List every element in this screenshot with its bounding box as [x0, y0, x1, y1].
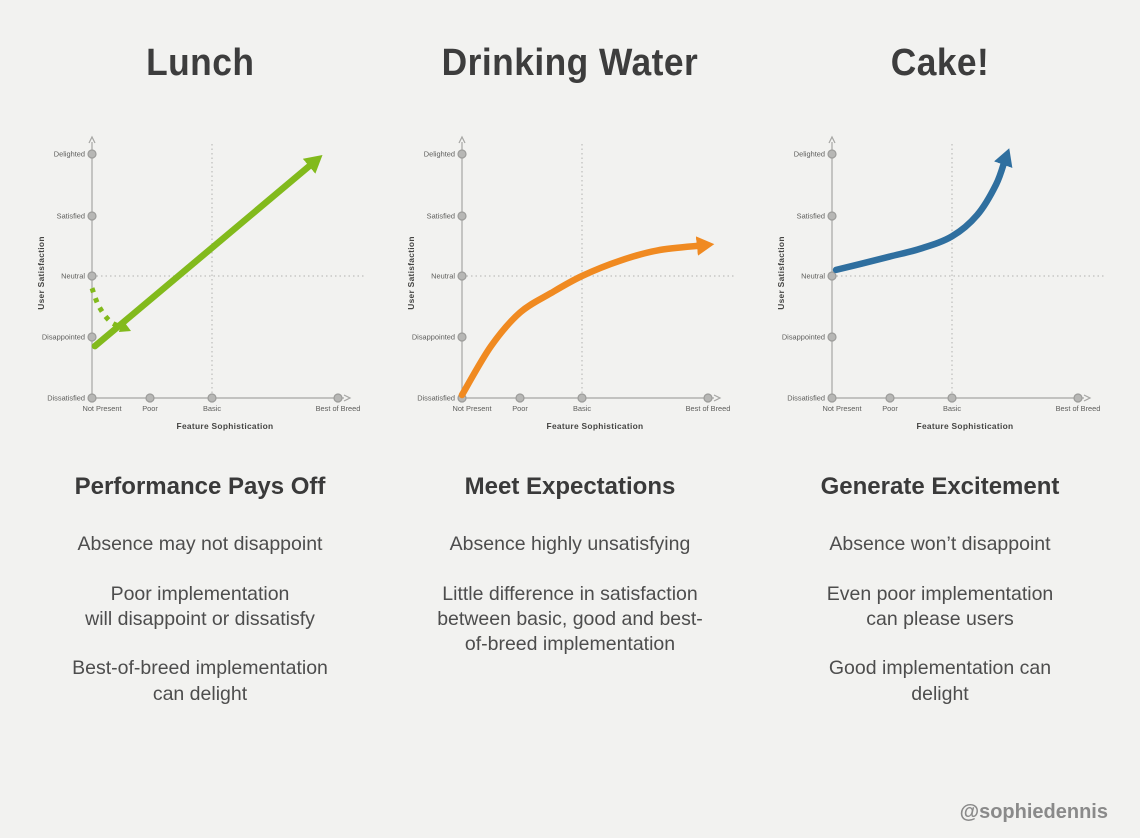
y-tick-disappointed: Disappointed: [782, 333, 825, 342]
panel-heading: Generate Excitement: [820, 473, 1060, 500]
y-tick-delighted: Delighted: [424, 150, 455, 159]
x-tick-labels: Not Present Poor Basic Best of Breed: [82, 404, 360, 413]
lunch-kano-chart: Delighted Satisfied Neutral Disappointed…: [36, 135, 364, 431]
insight-line: Absence won’t disappoint: [829, 533, 1051, 556]
gridlines: [832, 144, 1104, 398]
y-tick-disappointed: Disappointed: [412, 333, 455, 342]
insight-line: can please users: [866, 608, 1014, 631]
y-axis-title: User Satisfaction: [776, 236, 786, 310]
y-tick-delighted: Delighted: [54, 150, 85, 159]
x-axis-title: Feature Sophistication: [547, 421, 644, 431]
panel-lunch: Lunch: [20, 0, 380, 707]
insight-line: Poor implementation: [110, 582, 290, 605]
insight-paragraph: Absence may not disappoint: [77, 532, 322, 557]
x-axis-title: Feature Sophistication: [177, 421, 274, 431]
y-tick-labels: Delighted Satisfied Neutral Disappointed…: [42, 150, 86, 403]
x-tick-labels: Not Present Poor Basic Best of Breed: [452, 404, 730, 413]
insight-line: Good implementation can: [828, 657, 1052, 680]
x-tick-poor: Poor: [512, 404, 528, 413]
x-tick-not-present: Not Present: [82, 404, 121, 413]
y-tick-satisfied: Satisfied: [57, 212, 85, 221]
axes: [458, 135, 722, 402]
excitement-curve: [832, 148, 1013, 274]
insight-line: of-breed implementation: [464, 633, 676, 656]
insight-line: Little difference in satisfaction: [442, 582, 698, 605]
x-axis-arrow-icon: [343, 394, 352, 402]
tick-dots: [87, 149, 343, 403]
tick-dots: [827, 149, 1083, 403]
insight-paragraph: Absence won’t disappoint: [829, 532, 1050, 557]
insight-line: Absence highly unsatisfying: [449, 533, 691, 556]
insight-paragraph: Good implementation can delight: [829, 656, 1051, 707]
x-tick-best-of-breed: Best of Breed: [316, 404, 361, 413]
y-axis-arrow-icon: [828, 135, 836, 144]
y-tick-delighted: Delighted: [794, 150, 825, 159]
insight-paragraph: Best-of-breed implementation can delight: [72, 656, 328, 707]
y-tick-dissatisfied: Dissatisfied: [787, 394, 825, 403]
panel-insights: Absence may not disappoint Poor implemen…: [72, 508, 328, 707]
cake-kano-chart: Delighted Satisfied Neutral Disappointed…: [776, 135, 1104, 431]
panel-heading: Performance Pays Off: [74, 473, 326, 500]
insight-paragraph: Poor implementation will disappoint or d…: [85, 582, 315, 633]
x-tick-poor: Poor: [142, 404, 158, 413]
y-tick-neutral: Neutral: [801, 272, 825, 281]
y-axis-arrow-icon: [458, 135, 466, 144]
x-tick-best-of-breed: Best of Breed: [686, 404, 731, 413]
y-tick-labels: Delighted Satisfied Neutral Disappointed…: [412, 150, 456, 403]
insight-paragraph: Even poor implementation can please user…: [827, 582, 1054, 633]
y-tick-satisfied: Satisfied: [797, 212, 825, 221]
gridlines: [462, 144, 734, 398]
insight-line: delight: [911, 682, 969, 705]
x-axis-title: Feature Sophistication: [917, 421, 1014, 431]
x-tick-basic: Basic: [943, 404, 961, 413]
panel-title: Drinking Water: [441, 42, 699, 84]
x-tick-best-of-breed: Best of Breed: [1056, 404, 1101, 413]
expectation-curve: [458, 236, 715, 399]
gridlines: [92, 144, 364, 398]
insight-line: Best-of-breed implementation: [72, 657, 328, 680]
insight-line: Absence may not disappoint: [77, 533, 323, 556]
panel-cake: Cake!: [760, 0, 1120, 707]
performance-curve: [91, 154, 323, 350]
panel-insights: Absence highly unsatisfying Little diffe…: [437, 508, 703, 657]
y-tick-neutral: Neutral: [431, 272, 455, 281]
author-handle: @sophiedennis: [959, 801, 1108, 823]
panel-title: Lunch: [145, 42, 255, 84]
y-tick-labels: Delighted Satisfied Neutral Disappointed…: [782, 150, 826, 403]
drinking-water-kano-chart: Delighted Satisfied Neutral Disappointed…: [406, 135, 734, 431]
panel-insights: Absence won’t disappoint Even poor imple…: [827, 508, 1054, 707]
panel-drinking-water: Drinking Water: [390, 0, 750, 707]
y-axis-arrow-icon: [88, 135, 96, 144]
x-tick-basic: Basic: [573, 404, 591, 413]
insight-paragraph: Absence highly unsatisfying: [450, 532, 691, 557]
x-tick-not-present: Not Present: [452, 404, 491, 413]
axes: [88, 135, 352, 402]
x-axis-arrow-icon: [713, 394, 722, 402]
x-tick-labels: Not Present Poor Basic Best of Breed: [822, 404, 1100, 413]
y-tick-disappointed: Disappointed: [42, 333, 85, 342]
insight-line: will disappoint or dissatisfy: [85, 608, 315, 631]
panel-row: Lunch: [20, 0, 1120, 707]
insight-paragraph: Little difference in satisfaction betwee…: [437, 582, 703, 658]
x-tick-basic: Basic: [203, 404, 221, 413]
x-axis-arrow-icon: [1083, 394, 1092, 402]
insight-line: Even poor implementation: [826, 582, 1054, 605]
insight-line: between basic, good and best-: [437, 608, 703, 631]
y-tick-dissatisfied: Dissatisfied: [47, 394, 85, 403]
y-tick-dissatisfied: Dissatisfied: [417, 394, 455, 403]
axes: [828, 135, 1092, 402]
y-axis-title: User Satisfaction: [406, 236, 416, 310]
x-tick-poor: Poor: [882, 404, 898, 413]
panel-title: Cake!: [890, 42, 990, 84]
y-tick-satisfied: Satisfied: [427, 212, 455, 221]
panel-heading: Meet Expectations: [464, 473, 676, 500]
insight-line: can delight: [152, 682, 248, 705]
y-axis-title: User Satisfaction: [36, 236, 46, 310]
y-tick-neutral: Neutral: [61, 272, 85, 281]
x-tick-not-present: Not Present: [822, 404, 861, 413]
